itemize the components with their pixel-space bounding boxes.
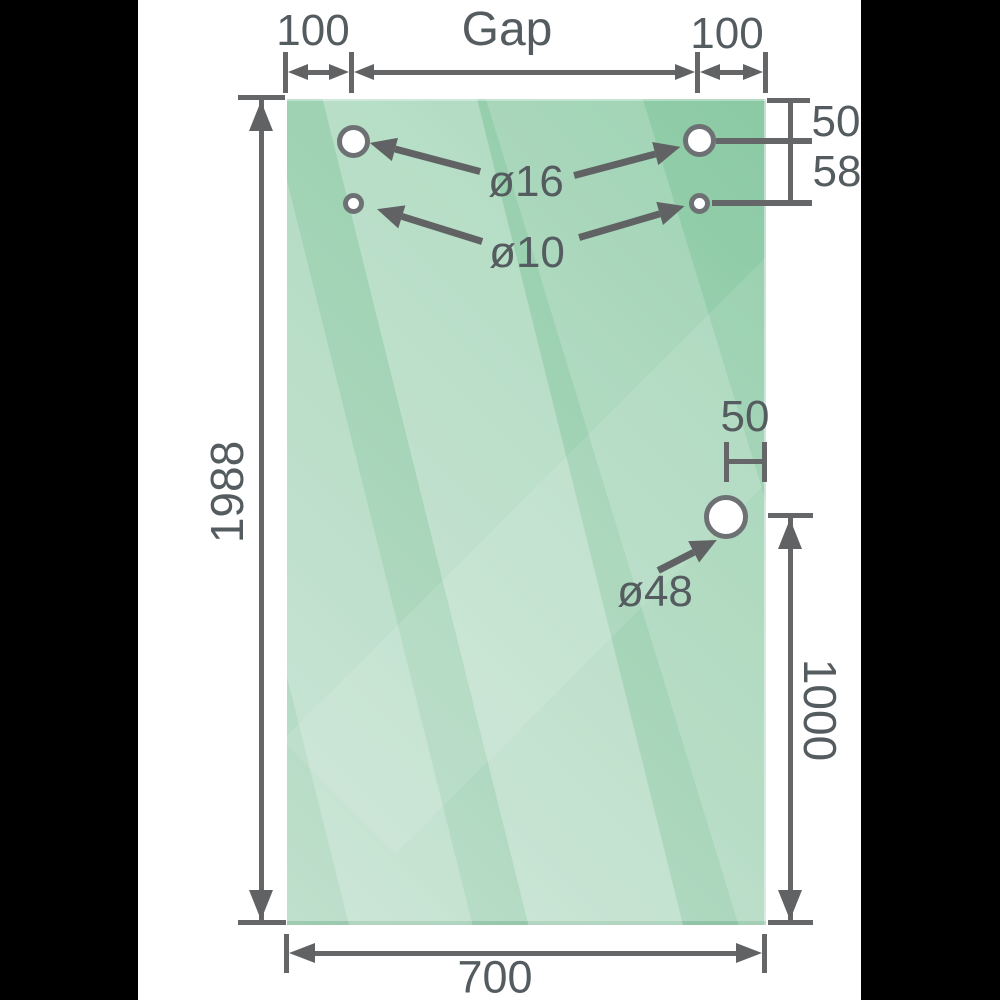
dim-arrow-gap [354,61,695,83]
dim-ext-handle-bottom [768,920,813,925]
dim-tick [283,52,288,93]
dim-arrowhead-up [778,519,802,549]
hole-16mm-right [683,124,716,157]
letterbox-left [0,0,138,1000]
dim-ext-handle-top [768,513,813,518]
hole-48mm-handle [704,495,748,539]
dim-line-1000 [788,518,793,922]
dim-label-handle-50: 50 [720,392,770,441]
dim-arrow-width-700 [289,942,762,964]
dim-tick [349,52,354,93]
callout-label-dia16: ø16 [488,157,564,206]
dim-tick [762,934,767,973]
dim-tick [284,934,289,973]
dim-line-50-58 [788,100,793,204]
dim-label-height-1988: 1988 [201,440,253,544]
dim-leader-hole16 [716,138,812,144]
callout-label-dia48: ø48 [617,567,693,616]
dim-tick [763,52,768,93]
dim-tick [695,52,700,93]
glass-panel [287,99,766,925]
dim-label-1000: 1000 [794,658,846,762]
dim-line-height [259,100,264,922]
callout-label-dia10: ø10 [489,228,565,277]
dim-arrowhead-down [249,890,273,920]
dim-leader-hole10 [712,200,812,206]
dim-label-50-top: 50 [811,97,861,146]
dim-label-width-700: 700 [457,951,533,1000]
dim-label-top-right-100: 100 [690,9,764,58]
hole-10mm-right [689,193,710,214]
letterbox-right [861,0,1000,1000]
hole-16mm-left [337,125,370,158]
dim-label-top-left-100: 100 [276,6,350,55]
dim-label-58: 58 [812,147,862,196]
dim-arrow-top-left-100 [288,61,349,83]
dim-line-handle-inset [726,459,766,464]
dim-arrowhead-up [249,101,273,131]
dim-arrowhead-down [778,890,802,920]
dim-arrow-top-right-100 [700,61,763,83]
dim-ext-height-top [238,95,285,100]
dim-label-gap: Gap [461,3,553,56]
hole-10mm-left [343,193,364,214]
dim-ext-height-bottom [238,920,286,925]
